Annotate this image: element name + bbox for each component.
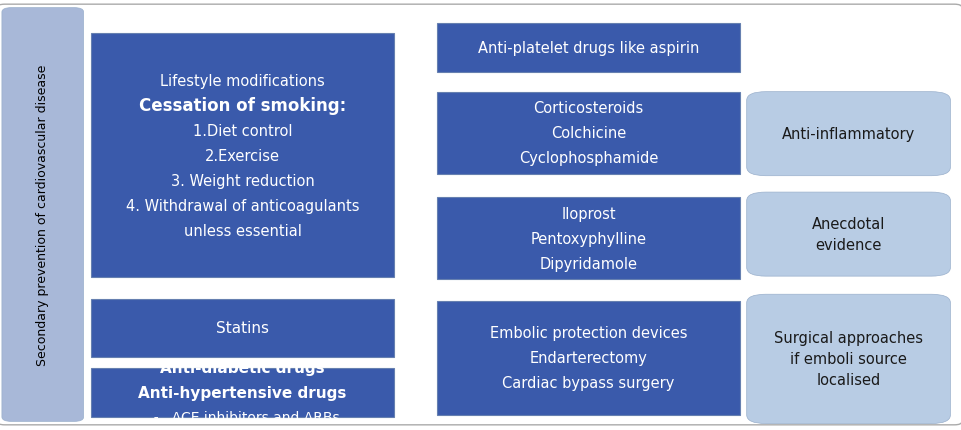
Text: Anecdotal
evidence: Anecdotal evidence xyxy=(812,217,885,252)
FancyBboxPatch shape xyxy=(2,9,84,421)
FancyBboxPatch shape xyxy=(0,5,961,425)
Text: Colchicine: Colchicine xyxy=(551,126,627,141)
FancyBboxPatch shape xyxy=(91,368,394,417)
FancyBboxPatch shape xyxy=(437,198,740,280)
Text: 1.Diet control: 1.Diet control xyxy=(193,123,292,138)
Text: -   ACE inhibitors and ARBs: - ACE inhibitors and ARBs xyxy=(145,410,340,424)
Text: Cardiac bypass surgery: Cardiac bypass surgery xyxy=(503,375,675,390)
Text: 4. Withdrawal of anticoagulants: 4. Withdrawal of anticoagulants xyxy=(126,198,359,213)
Text: Endarterectomy: Endarterectomy xyxy=(530,350,648,366)
FancyBboxPatch shape xyxy=(437,301,740,415)
Text: Cyclophosphamide: Cyclophosphamide xyxy=(519,151,658,166)
Text: Embolic protection devices: Embolic protection devices xyxy=(490,326,687,341)
Text: Corticosteroids: Corticosteroids xyxy=(533,101,644,116)
Text: 3. Weight reduction: 3. Weight reduction xyxy=(171,173,314,188)
Text: Anti-hypertensive drugs: Anti-hypertensive drugs xyxy=(138,385,347,400)
Text: Secondary prevention of cardiovascular disease: Secondary prevention of cardiovascular d… xyxy=(37,64,49,366)
Text: unless essential: unless essential xyxy=(184,223,302,238)
FancyBboxPatch shape xyxy=(437,24,740,73)
Text: Dipyridamole: Dipyridamole xyxy=(540,256,637,271)
Text: Pentoxyphylline: Pentoxyphylline xyxy=(530,231,647,246)
Text: Anti-platelet drugs like aspirin: Anti-platelet drugs like aspirin xyxy=(478,41,700,56)
Text: Statins: Statins xyxy=(216,320,269,335)
Text: Surgical approaches
if emboli source
localised: Surgical approaches if emboli source loc… xyxy=(774,331,924,387)
FancyBboxPatch shape xyxy=(91,34,394,277)
Text: Anti-diabetic drugs: Anti-diabetic drugs xyxy=(160,360,325,375)
Text: Iloprost: Iloprost xyxy=(561,206,616,221)
FancyBboxPatch shape xyxy=(747,92,950,176)
Text: 2.Exercise: 2.Exercise xyxy=(205,148,281,163)
FancyBboxPatch shape xyxy=(437,92,740,174)
FancyBboxPatch shape xyxy=(747,295,950,424)
FancyBboxPatch shape xyxy=(747,193,950,276)
FancyBboxPatch shape xyxy=(91,299,394,357)
Text: Cessation of smoking:: Cessation of smoking: xyxy=(139,97,346,115)
Text: Lifestyle modifications: Lifestyle modifications xyxy=(160,74,325,89)
Text: Anti-inflammatory: Anti-inflammatory xyxy=(782,127,915,142)
